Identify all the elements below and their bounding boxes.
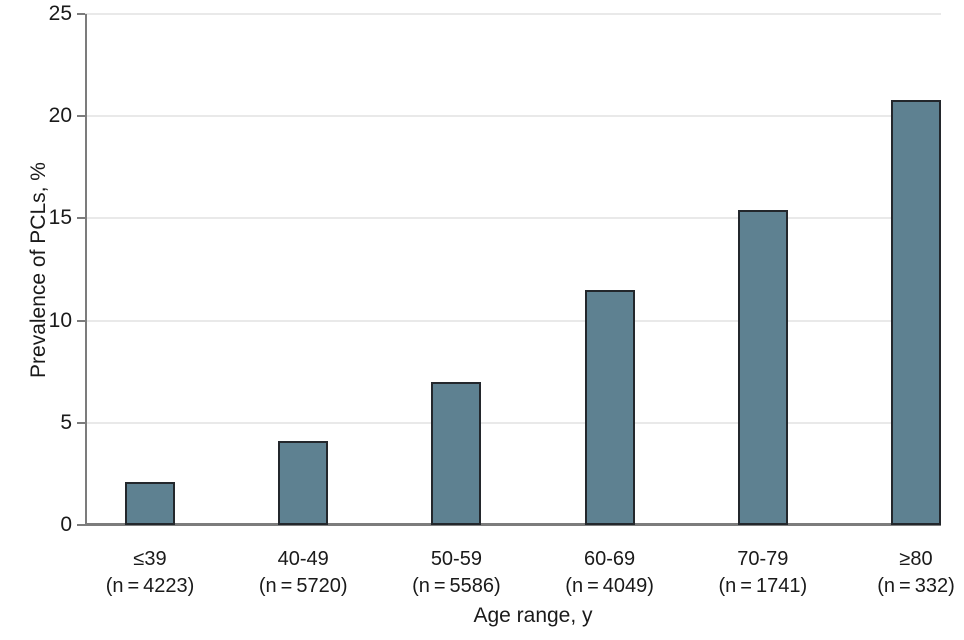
x-axis-title: Age range, y — [473, 604, 593, 627]
bar-60-69 — [584, 289, 635, 525]
gridline-15 — [85, 217, 941, 220]
y-axis-line — [85, 14, 87, 525]
x-tick-label-≤39: ≤39 (n = 4223) — [73, 546, 227, 600]
y-axis-title: Prevalence of PCLs, % — [27, 162, 50, 378]
y-tick-label-15: 15 — [48, 206, 72, 230]
sample-size-label: (n = 4223) — [105, 575, 195, 597]
y-tick-mark-15 — [77, 217, 85, 220]
age-range-label: ≤39 — [133, 548, 167, 570]
bar-70-79 — [737, 210, 788, 525]
sample-size-label: (n = 332) — [877, 575, 955, 597]
gridline-10 — [85, 319, 941, 322]
gridline-5 — [85, 421, 941, 424]
y-tick-label-10: 10 — [48, 308, 72, 332]
plot-area — [85, 13, 941, 526]
bar-50-59 — [431, 381, 482, 525]
x-tick-label-60-69: 60-69 (n = 4049) — [533, 546, 687, 600]
age-range-label: 50-59 — [430, 548, 482, 570]
x-tick-label-50-59: 50-59 (n = 5586) — [379, 546, 533, 600]
bar-≤39 — [125, 482, 175, 525]
age-range-label: ≥80 — [899, 548, 933, 570]
sample-size-label: (n = 4049) — [565, 575, 654, 597]
y-tick-label-20: 20 — [48, 104, 72, 128]
gridline-25 — [85, 13, 941, 15]
bar-40-49 — [278, 441, 329, 525]
y-tick-label-5: 5 — [60, 410, 72, 434]
y-tick-mark-20 — [77, 115, 85, 118]
y-tick-mark-0 — [77, 524, 85, 526]
bar-≥80 — [891, 99, 941, 525]
age-range-label: 60-69 — [584, 548, 636, 570]
age-range-label: 40-49 — [277, 548, 329, 570]
sample-size-label: (n = 5586) — [412, 575, 501, 597]
x-tick-label-≥80: ≥80 (n = 332) — [839, 546, 964, 600]
x-tick-label-70-79: 70-79 (n = 1741) — [686, 546, 840, 600]
x-axis-baseline — [85, 523, 941, 526]
y-tick-mark-5 — [77, 421, 85, 424]
y-tick-label-0: 0 — [60, 513, 72, 536]
sample-size-label: (n = 5720) — [258, 575, 348, 597]
y-tick-mark-25 — [77, 13, 85, 15]
y-tick-mark-10 — [77, 319, 85, 322]
age-range-label: 70-79 — [737, 548, 789, 570]
y-tick-label-25: 25 — [48, 1, 72, 25]
gridline-20 — [85, 115, 941, 118]
x-tick-label-40-49: 40-49 (n = 5720) — [226, 546, 380, 600]
sample-size-label: (n = 1741) — [718, 575, 808, 597]
